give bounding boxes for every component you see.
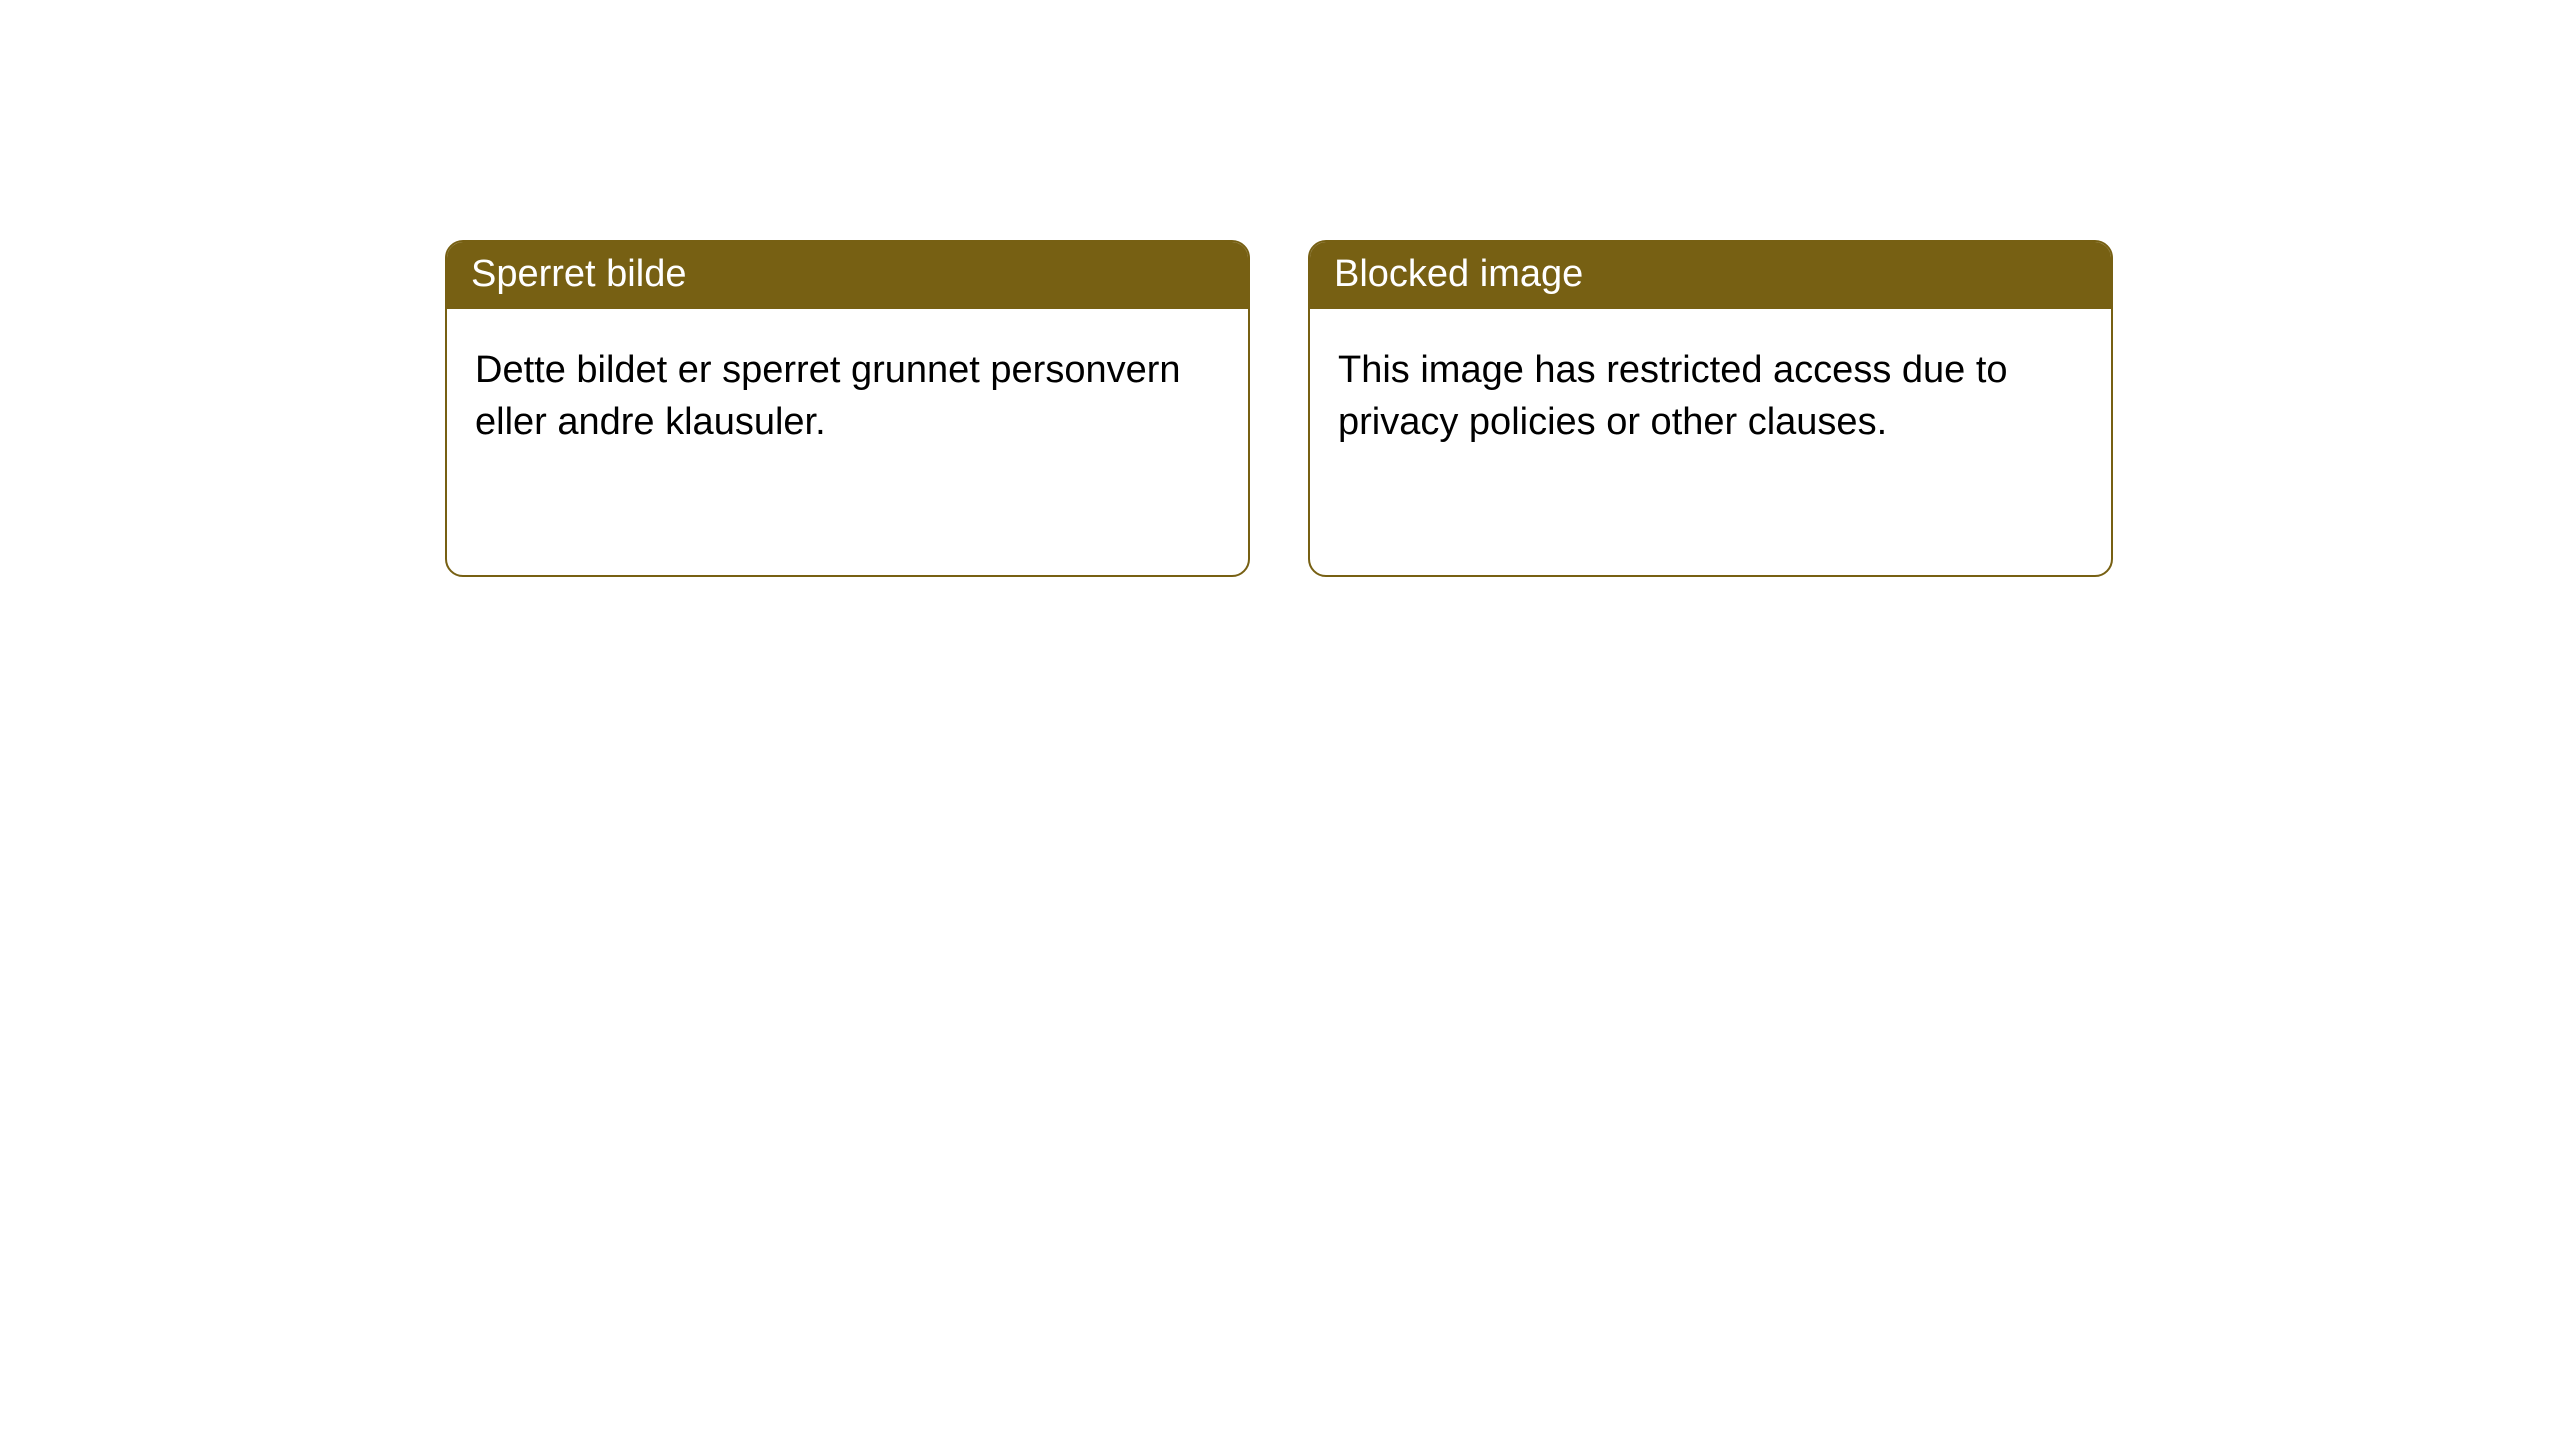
notice-card-title: Blocked image	[1334, 253, 1583, 295]
notice-card-header: Blocked image	[1310, 242, 2111, 309]
notice-card-message: This image has restricted access due to …	[1338, 349, 2008, 442]
notice-container: Sperret bilde Dette bildet er sperret gr…	[445, 240, 2113, 577]
notice-card-english: Blocked image This image has restricted …	[1308, 240, 2113, 577]
notice-card-header: Sperret bilde	[447, 242, 1248, 309]
notice-card-title: Sperret bilde	[471, 253, 686, 295]
notice-card-norwegian: Sperret bilde Dette bildet er sperret gr…	[445, 240, 1250, 577]
notice-card-message: Dette bildet er sperret grunnet personve…	[475, 349, 1181, 442]
notice-card-body: This image has restricted access due to …	[1310, 309, 2111, 484]
notice-card-body: Dette bildet er sperret grunnet personve…	[447, 309, 1248, 484]
